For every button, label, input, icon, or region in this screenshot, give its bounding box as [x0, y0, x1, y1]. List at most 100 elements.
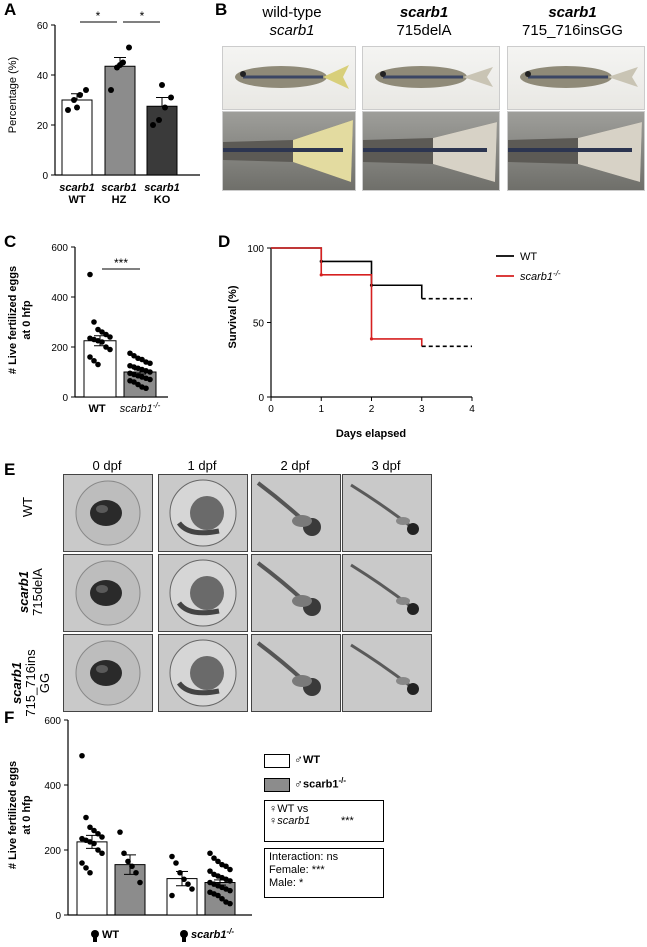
- panel-d-xtick-label: 1: [318, 404, 324, 415]
- panel-f-point: [137, 879, 143, 886]
- panel-f-point: [95, 830, 101, 837]
- panel-f-point: [189, 886, 195, 892]
- panel-f-point: [99, 834, 105, 840]
- panel-f-point: [173, 860, 179, 866]
- panel-f-chart: 0 200 400 600 # Live fertilized eggs at 0 h…: [7, 716, 252, 942]
- panel-a-point: [159, 82, 165, 88]
- panel-f-point: [99, 850, 105, 857]
- panel-c-point: [127, 350, 133, 357]
- legend-f-scarb1-swatch: [264, 778, 290, 792]
- panel-a-xlabel-wt: scarb1 WT: [59, 182, 95, 206]
- panel-f-ytick-label: 200: [44, 846, 61, 857]
- panel-f-point: [211, 855, 217, 861]
- panel-f-point: [169, 853, 175, 860]
- panel-c-point: [103, 331, 109, 338]
- panel-letter-c: C: [4, 232, 17, 251]
- panel-c-ytick-label: 400: [51, 293, 68, 304]
- panel-a-point: [65, 107, 71, 113]
- panel-f-point: [227, 866, 233, 873]
- panel-c-ylabel-line2: at 0 hfp: [21, 300, 33, 339]
- panel-d-ylabel: Survival (%): [227, 285, 239, 348]
- panel-f-point: [219, 895, 225, 902]
- panel-c-point: [91, 319, 97, 325]
- panel-d-xtick-label: 0: [268, 404, 274, 415]
- panel-d-xtick-label: 4: [469, 404, 475, 415]
- panel-f-ytick-label: 400: [44, 781, 61, 792]
- micrograph-715dela-2dpf: [251, 554, 341, 632]
- panel-c-xlabel-scarb1: scarb1-/-: [120, 401, 161, 415]
- panel-f-xlabel-scarb1: scarb1-/-: [180, 927, 234, 942]
- panel-a-ylabel: Percentage (%): [7, 57, 19, 133]
- panel-d-ytick-label: 50: [253, 319, 265, 330]
- panel-c-point: [99, 329, 105, 335]
- panel-f-point: [87, 869, 93, 876]
- svg-text:scarb1-/-: scarb1-/-: [191, 927, 234, 941]
- panel-f-ylabel-line1: # Live fertilized eggs: [7, 761, 19, 869]
- photo-wildtype-fish: [222, 46, 356, 110]
- panel-b-header-715-716insgg: scarb1 715_716insGG: [522, 4, 623, 39]
- panel-f-point: [215, 892, 221, 899]
- panel-c-point: [135, 381, 141, 388]
- panel-a-point: [108, 87, 114, 93]
- micrograph-715-716insgg-3dpf: [342, 634, 432, 712]
- panel-c-point: [147, 360, 153, 367]
- panel-c-ylabel-line1: # Live fertilized eggs: [7, 266, 19, 374]
- panel-c-ytick-label: 0: [62, 393, 68, 404]
- panel-c-point: [95, 361, 101, 368]
- panel-a-point: [168, 94, 174, 101]
- panel-c-point: [87, 271, 93, 278]
- panel-c-sig-label: ***: [114, 256, 128, 270]
- panel-f-point: [207, 850, 213, 857]
- panel-c-point: [95, 326, 101, 333]
- panel-c-ytick-label: 600: [51, 243, 68, 254]
- micrograph-wt-1dpf: [158, 474, 248, 552]
- panel-c-point: [107, 334, 113, 340]
- panel-f-point: [185, 881, 191, 887]
- panel-f-point: [227, 878, 233, 884]
- panel-f-point: [129, 863, 135, 870]
- panel-a-point: [83, 87, 89, 93]
- panel-c-ytick-label: 200: [51, 343, 68, 354]
- panel-a-xlabel-ko: scarb1 KO: [144, 182, 180, 206]
- panel-f-point: [125, 858, 131, 865]
- panel-c-point: [147, 369, 153, 375]
- panel-a-point: [150, 122, 156, 128]
- legend-f-wt-label: ♂WT: [294, 752, 321, 766]
- micrograph-715-716insgg-0dpf: [63, 634, 153, 712]
- micrograph-715dela-1dpf: [158, 554, 248, 632]
- panel-a-point: [77, 92, 83, 98]
- panel-a-xlabels: scarb1 WT scarb1 HZ scarb1 KO: [52, 182, 202, 212]
- panel-c-point: [131, 352, 137, 359]
- panel-a-bar: [146, 105, 178, 176]
- panel-b-header-wildtype: wild-type scarb1: [262, 4, 322, 39]
- panel-c-point: [103, 344, 109, 350]
- panel-letter-a: A: [4, 0, 17, 19]
- panel-f-ytick-label: 0: [55, 911, 61, 922]
- panel-b-header-715dela: scarb1 715delA: [396, 4, 452, 39]
- panel-f-point: [177, 869, 183, 876]
- panel-f-point: [169, 892, 175, 899]
- panel-d-chart: 0 50 100 0 1 2 3 4 Survival (%) Days elapsed WT…: [227, 244, 561, 440]
- legend-scarb1-label: scarb1-/-: [520, 269, 561, 283]
- panel-e-row-715dela: scarb1 715delA: [16, 568, 45, 616]
- panel-letter-e: E: [4, 460, 16, 479]
- panel-f-point: [133, 869, 139, 876]
- panel-c-point: [87, 354, 93, 360]
- micrograph-715dela-0dpf: [63, 554, 153, 632]
- panel-f-point: [83, 865, 89, 871]
- panel-c-point: [143, 385, 149, 392]
- panel-d-xtick-label: 2: [369, 404, 375, 415]
- panel-f-point: [215, 858, 221, 865]
- panel-letter-b: B: [215, 0, 228, 19]
- panel-f-point: [227, 900, 233, 907]
- panel-f-point: [181, 876, 187, 883]
- panel-a-point: [156, 117, 162, 123]
- panel-f-point: [121, 850, 127, 857]
- panel-c-point: [91, 357, 97, 364]
- panel-c-point: [131, 379, 137, 385]
- panel-e-time-2dpf: 2 dpf: [280, 458, 310, 473]
- panel-e-time-3dpf: 3 dpf: [371, 458, 401, 473]
- panel-d-series-scarb1: [271, 247, 423, 347]
- panel-a-sig-label: *: [96, 9, 101, 23]
- panel-f-xlabel-wt: WT: [91, 929, 119, 942]
